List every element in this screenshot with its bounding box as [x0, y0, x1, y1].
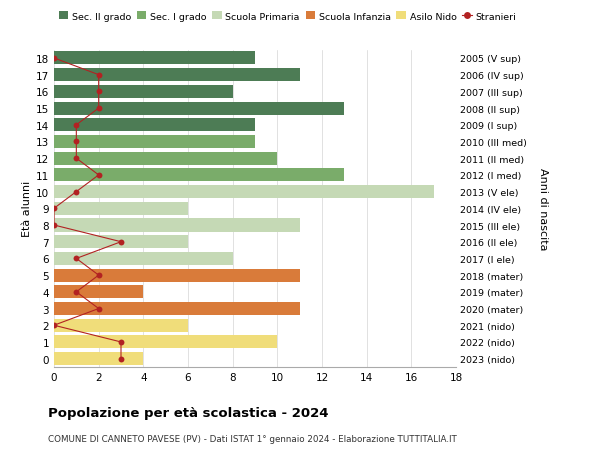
Bar [54, 69, 299, 82]
Bar [54, 136, 255, 149]
Point [94, 172, 103, 179]
Text: Popolazione per età scolastica - 2024: Popolazione per età scolastica - 2024 [48, 406, 329, 419]
Point [94, 305, 103, 313]
Bar [54, 86, 233, 99]
Bar [54, 219, 299, 232]
Bar [54, 152, 277, 165]
Bar [54, 235, 188, 249]
Point [49, 222, 59, 229]
Point [49, 55, 59, 62]
Point [94, 272, 103, 279]
Bar [54, 336, 277, 349]
Bar [54, 285, 143, 299]
Point [116, 239, 126, 246]
Point [116, 339, 126, 346]
Point [94, 105, 103, 112]
Point [94, 72, 103, 79]
Bar [54, 302, 299, 315]
Point [94, 89, 103, 96]
Point [71, 122, 81, 129]
Bar [54, 52, 255, 65]
Bar [54, 119, 255, 132]
Bar [54, 319, 188, 332]
Point [49, 322, 59, 329]
Text: COMUNE DI CANNETO PAVESE (PV) - Dati ISTAT 1° gennaio 2024 - Elaborazione TUTTIT: COMUNE DI CANNETO PAVESE (PV) - Dati IST… [48, 434, 457, 443]
Bar [54, 353, 143, 365]
Point [71, 155, 81, 162]
Point [71, 255, 81, 263]
Point [49, 205, 59, 213]
Point [71, 189, 81, 196]
Point [116, 355, 126, 363]
Point [71, 139, 81, 146]
Bar [54, 202, 188, 215]
Y-axis label: Anni di nascita: Anni di nascita [538, 168, 548, 250]
Bar [54, 186, 434, 199]
Bar [54, 269, 299, 282]
Y-axis label: Età alunni: Età alunni [22, 181, 32, 237]
Bar [54, 169, 344, 182]
Bar [54, 102, 344, 115]
Bar [54, 252, 233, 265]
Point [71, 289, 81, 296]
Legend: Sec. II grado, Sec. I grado, Scuola Primaria, Scuola Infanzia, Asilo Nido, Stran: Sec. II grado, Sec. I grado, Scuola Prim… [59, 12, 516, 22]
